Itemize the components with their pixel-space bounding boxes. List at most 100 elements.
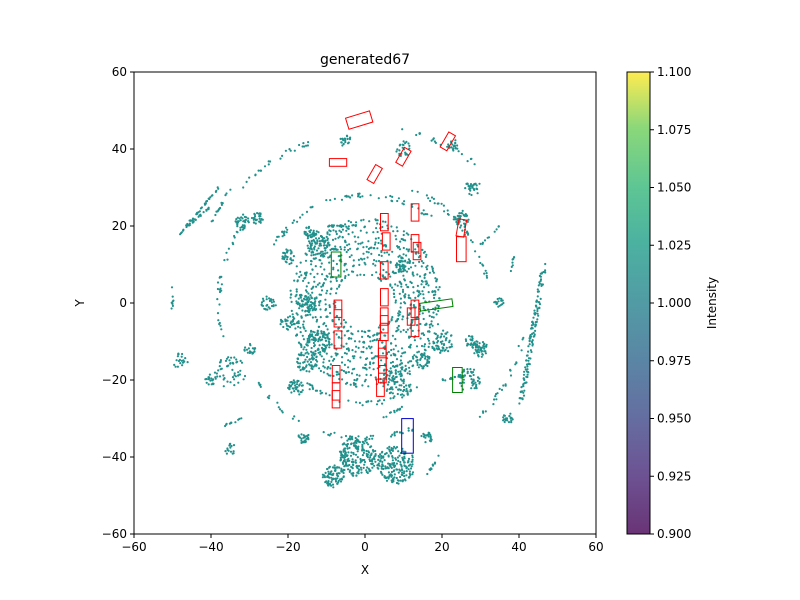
scan-point xyxy=(343,459,346,462)
scan-point xyxy=(346,142,350,145)
scan-point xyxy=(313,280,316,283)
scan-point xyxy=(310,307,313,310)
scan-point xyxy=(276,235,279,238)
scan-point xyxy=(464,338,467,341)
scan-point xyxy=(485,274,488,277)
scan-point xyxy=(320,239,323,242)
scan-point xyxy=(511,261,514,264)
scan-point xyxy=(398,373,401,376)
scan-point xyxy=(356,450,359,453)
scan-point xyxy=(312,253,315,256)
scan-point xyxy=(378,277,381,280)
scan-point xyxy=(367,385,370,388)
scan-point xyxy=(399,375,402,378)
object-bounding-box xyxy=(328,158,348,167)
scan-point xyxy=(477,348,480,351)
scan-point xyxy=(343,137,346,140)
scan-point xyxy=(522,391,525,394)
scan-point xyxy=(400,355,403,358)
scan-point xyxy=(337,479,340,482)
scan-point xyxy=(376,247,379,250)
scan-point xyxy=(482,411,485,414)
scan-point xyxy=(177,353,180,356)
scan-point xyxy=(406,390,409,393)
scan-point xyxy=(296,279,299,282)
scan-point xyxy=(296,321,299,324)
scan-point xyxy=(475,383,478,386)
scan-point xyxy=(237,374,240,377)
scan-point xyxy=(383,399,386,402)
scan-point xyxy=(403,470,406,473)
scan-point xyxy=(400,285,403,288)
scan-point xyxy=(341,469,345,472)
scan-point xyxy=(170,286,174,289)
scan-point xyxy=(317,332,320,335)
scan-point xyxy=(413,339,416,342)
scan-point xyxy=(334,230,337,233)
scan-point xyxy=(400,282,403,286)
scan-point xyxy=(311,338,314,341)
scan-point xyxy=(245,348,249,351)
scan-point xyxy=(466,232,470,235)
scan-point xyxy=(342,142,345,146)
scan-point xyxy=(310,367,313,370)
object-bounding-box xyxy=(452,367,463,393)
scan-point xyxy=(411,355,414,358)
scan-point xyxy=(329,367,332,370)
scan-point xyxy=(291,320,294,323)
scan-point xyxy=(377,458,380,461)
scan-point xyxy=(318,304,321,307)
scan-point xyxy=(398,363,402,366)
scan-point xyxy=(405,330,408,334)
scan-point xyxy=(377,467,380,470)
scan-point xyxy=(377,259,381,263)
scan-point xyxy=(411,463,414,466)
scan-point xyxy=(216,298,219,301)
scan-point xyxy=(461,209,464,212)
scan-point xyxy=(385,271,388,274)
scan-point xyxy=(473,341,476,344)
scan-point xyxy=(356,471,359,474)
scan-point xyxy=(329,280,332,283)
scan-point xyxy=(416,363,419,367)
scan-point xyxy=(348,138,352,141)
scan-point xyxy=(471,380,474,383)
scan-point xyxy=(238,417,241,420)
scan-point xyxy=(427,435,430,438)
scan-point xyxy=(297,325,300,328)
scan-point xyxy=(471,184,474,187)
scan-point xyxy=(340,361,344,364)
scan-point xyxy=(449,376,453,379)
scan-point xyxy=(304,352,307,355)
scan-point xyxy=(290,380,293,384)
scan-point xyxy=(427,433,430,436)
scan-point xyxy=(440,332,443,335)
scan-point xyxy=(321,250,324,253)
scan-point xyxy=(173,363,176,366)
scan-point xyxy=(372,434,375,437)
scan-point xyxy=(231,361,234,364)
scan-point xyxy=(440,342,443,345)
scan-point xyxy=(377,197,380,200)
scan-point xyxy=(296,386,299,389)
scan-point xyxy=(435,279,438,283)
scan-point xyxy=(428,439,431,442)
scan-point xyxy=(391,433,394,436)
scan-point xyxy=(228,422,231,425)
scan-point xyxy=(425,322,428,325)
scan-point xyxy=(322,323,325,326)
scan-point xyxy=(311,291,314,294)
scan-point xyxy=(309,243,312,246)
scan-point xyxy=(254,173,257,176)
scan-point xyxy=(283,234,286,237)
scan-point xyxy=(250,216,254,220)
scan-point xyxy=(337,255,340,258)
scan-point xyxy=(305,348,308,351)
scan-point xyxy=(327,256,330,259)
scan-point xyxy=(435,286,438,289)
scan-point xyxy=(432,138,435,141)
scan-point xyxy=(345,371,348,374)
scan-point xyxy=(436,304,439,307)
scan-point xyxy=(422,365,425,368)
scan-point xyxy=(332,259,335,262)
